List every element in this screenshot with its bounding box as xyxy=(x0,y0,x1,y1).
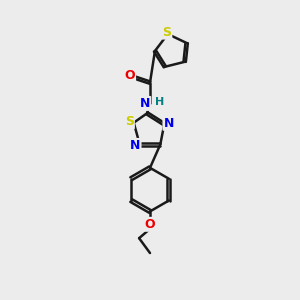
Text: S: S xyxy=(162,26,171,39)
Text: S: S xyxy=(125,115,134,128)
Text: O: O xyxy=(124,69,135,82)
Text: N: N xyxy=(164,117,174,130)
Text: O: O xyxy=(145,218,155,231)
Text: N: N xyxy=(140,97,150,110)
Text: N: N xyxy=(130,139,140,152)
Text: H: H xyxy=(155,98,164,107)
